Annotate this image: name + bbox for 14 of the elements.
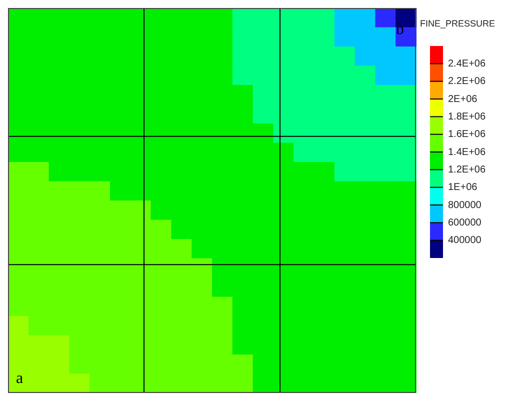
color-bar-label: 600000 bbox=[448, 217, 482, 228]
color-bar-label: 2.4E+06 bbox=[448, 58, 486, 70]
color-bar-label: 1E+06 bbox=[448, 182, 478, 194]
annotation: b bbox=[396, 21, 404, 38]
color-bar-label: 2E+06 bbox=[448, 94, 478, 105]
color-bar-label: 1.8E+06 bbox=[448, 111, 486, 122]
color-bar-label: 1.6E+06 bbox=[448, 129, 486, 140]
color-bar-label: 2.2E+06 bbox=[448, 76, 486, 88]
color-bar-label: 400000 bbox=[448, 235, 482, 246]
annotation: a bbox=[16, 370, 24, 388]
color-bar-label: 1.4E+06 bbox=[448, 146, 486, 158]
color-bar-label: 1.2E+06 bbox=[448, 164, 486, 176]
color-bar-label: 800000 bbox=[448, 200, 482, 211]
color-bar-title: FINE_PRESSURE bbox=[420, 18, 496, 28]
